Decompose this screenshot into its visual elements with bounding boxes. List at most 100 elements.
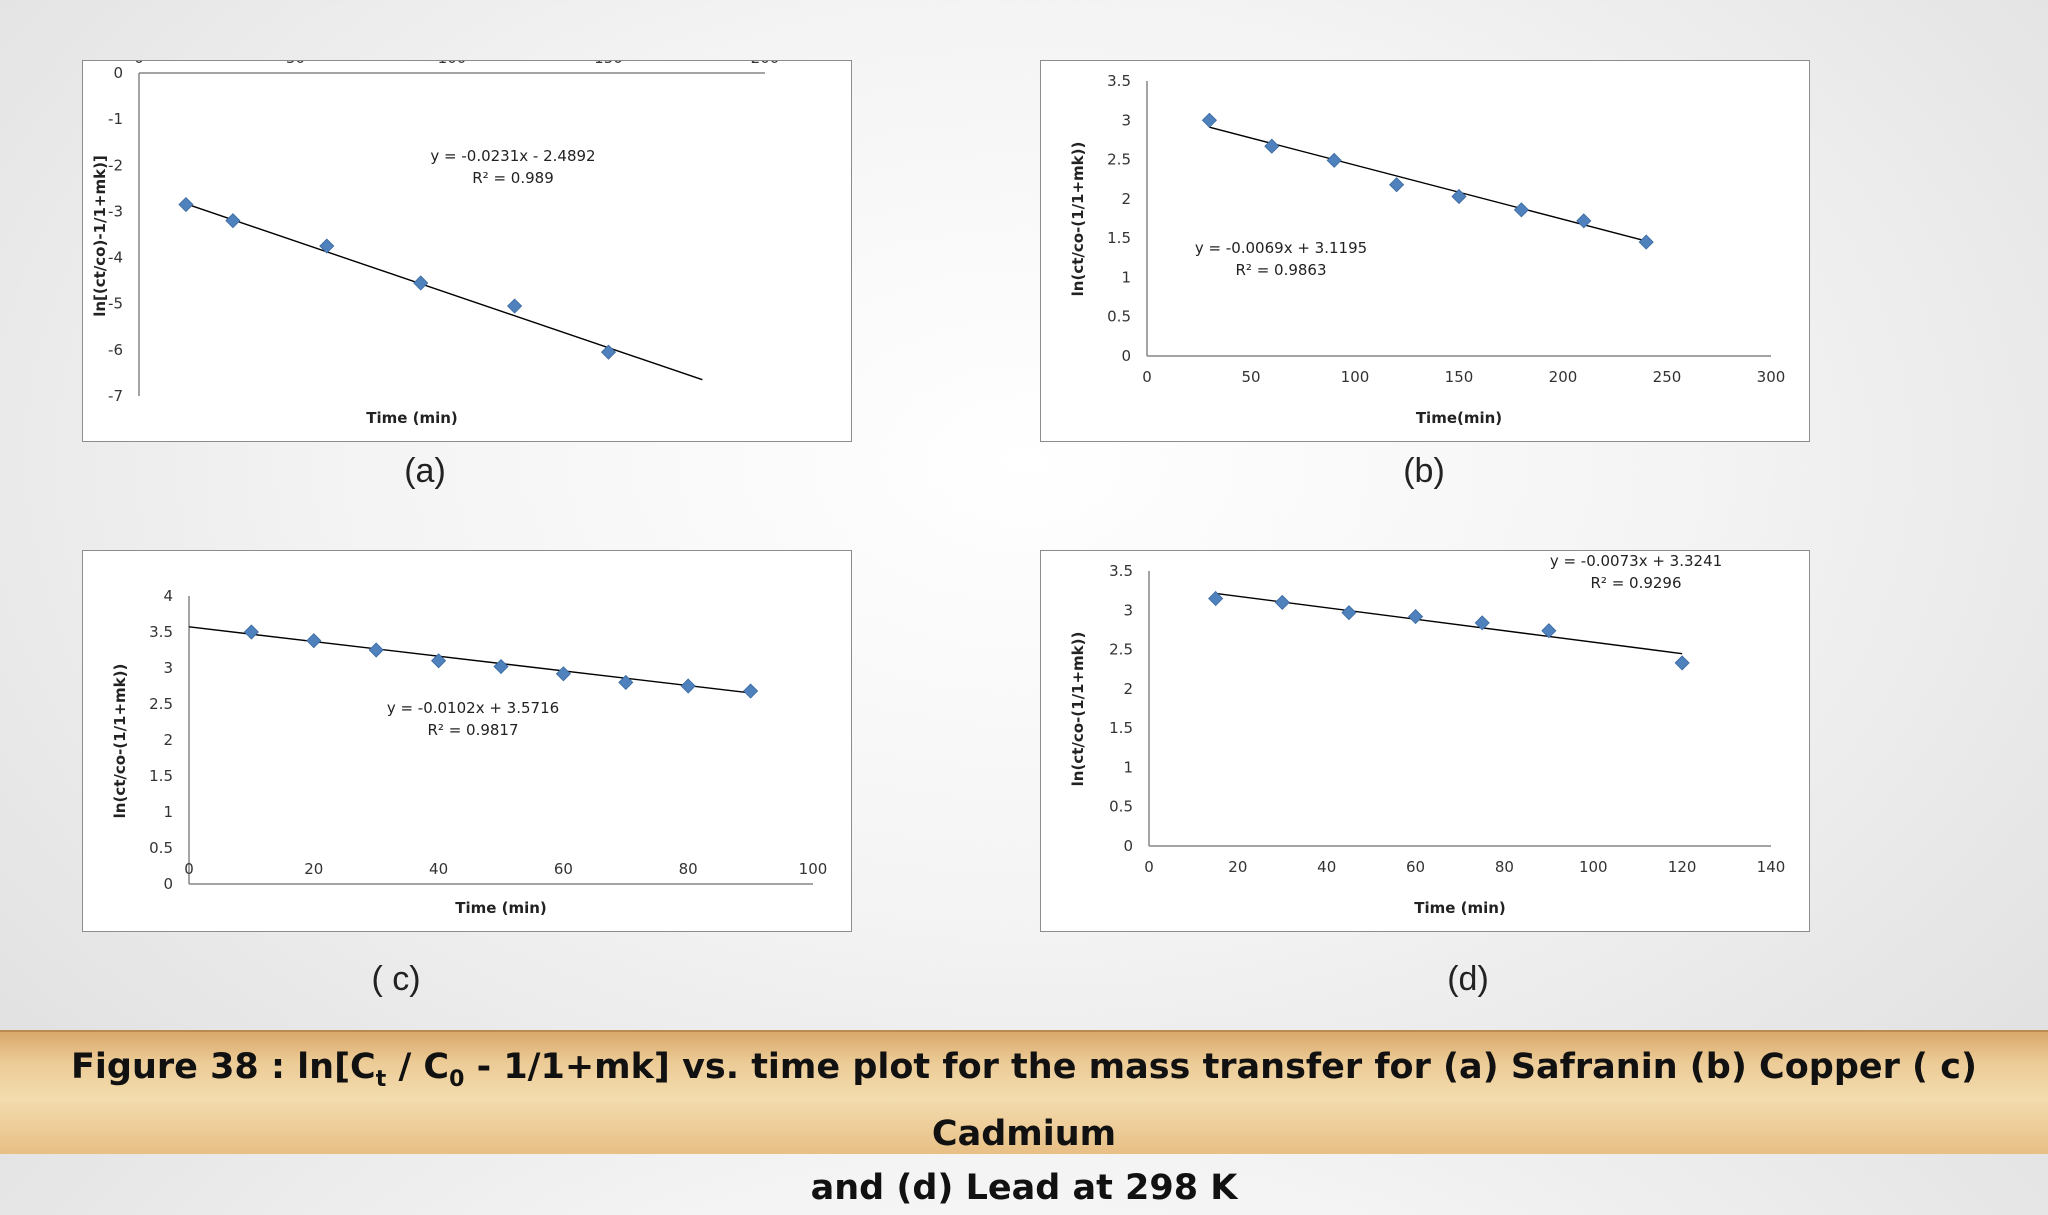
- y-tick-label: -6: [108, 341, 123, 359]
- y-tick-label: 3.5: [1109, 562, 1133, 580]
- x-tick-label: 300: [1757, 368, 1786, 386]
- figure-caption: Figure 38 : ln[Ct / C0 - 1/1+mk] vs. tim…: [0, 1040, 2048, 1215]
- y-tick-label: 3: [163, 659, 173, 677]
- trendline: [185, 203, 703, 381]
- data-point: [178, 196, 194, 213]
- data-point: [1674, 655, 1690, 671]
- x-axis-label: Time (min): [455, 899, 547, 917]
- y-tick-label: -3: [108, 202, 123, 220]
- x-tick-label: 100: [1579, 858, 1608, 876]
- caption-a: (a): [404, 452, 446, 490]
- data-point: [618, 674, 634, 690]
- caption-banner: [0, 1030, 2048, 1154]
- figure-caption-mid: / C: [386, 1047, 450, 1087]
- data-point: [1208, 590, 1224, 607]
- x-tick-label: 50: [1241, 368, 1260, 386]
- y-axis-label: ln(ct/co-(1/1+mk)): [1069, 142, 1087, 297]
- data-point: [1576, 213, 1592, 229]
- data-point: [225, 213, 241, 229]
- data-point: [1451, 188, 1467, 205]
- y-tick-label: 1: [163, 803, 173, 821]
- y-tick-label: 2: [163, 731, 173, 749]
- data-point: [680, 678, 696, 694]
- figure-caption-sub-t: t: [375, 1067, 387, 1092]
- x-tick-label: 80: [1495, 858, 1514, 876]
- x-tick-label: 80: [679, 860, 698, 878]
- chart-panel-b: 0 50 100 150 200 250 300 0 0.5 1 1.5 2 2.5 3 3.5 Time(m…: [1040, 60, 1810, 442]
- caption-d: (d): [1447, 960, 1489, 998]
- r-squared-label: R² = 0.9863: [1235, 261, 1326, 279]
- x-tick-label: 200: [1549, 368, 1578, 386]
- y-tick-label: 0: [163, 875, 173, 893]
- data-point: [1513, 202, 1529, 218]
- data-point: [555, 666, 571, 682]
- y-axis-label: ln(ct/co-(1/1+mk)): [1069, 632, 1087, 787]
- r-squared-label: R² = 0.9296: [1590, 574, 1681, 592]
- x-tick-label: 250: [1653, 368, 1682, 386]
- y-tick-label: 1.5: [1109, 719, 1133, 737]
- y-tick-label: -2: [108, 156, 123, 174]
- data-point: [243, 624, 259, 640]
- data-point: [1274, 594, 1290, 610]
- x-tick-label: 0: [1142, 368, 1152, 386]
- x-tick-label: 20: [1228, 858, 1247, 876]
- chart-panel-d: 0 20 40 60 80 100 120 140 0 0.5 1 1.5 2 2.5 3 3.5 Time (…: [1040, 550, 1810, 932]
- data-point: [368, 642, 384, 658]
- y-tick-label: 3.5: [149, 623, 173, 641]
- x-tick-label: 40: [1317, 858, 1336, 876]
- y-tick-label: 2.5: [1107, 151, 1131, 169]
- trendline: [188, 626, 751, 694]
- data-point: [431, 653, 447, 669]
- regression-equation: y = -0.0069x + 3.1195: [1195, 239, 1367, 257]
- x-tick-label: 120: [1668, 858, 1697, 876]
- data-point: [1264, 138, 1280, 154]
- data-point: [507, 298, 523, 314]
- x-tick-label: 200: [751, 61, 780, 67]
- x-tick-label: 60: [1406, 858, 1425, 876]
- data-point: [1341, 605, 1357, 621]
- regression-equation: y = -0.0231x - 2.4892: [430, 147, 595, 165]
- y-tick-label: 1.5: [1107, 229, 1131, 247]
- regression-equation: y = -0.0102x + 3.5716: [387, 699, 559, 717]
- y-tick-label: -7: [108, 387, 123, 405]
- x-tick-label: 20: [304, 860, 323, 878]
- y-tick-label: 1: [1123, 758, 1133, 776]
- regression-equation: y = -0.0073x + 3.3241: [1550, 552, 1722, 570]
- y-tick-label: -1: [108, 110, 123, 128]
- y-tick-label: 2: [1123, 680, 1133, 698]
- x-axis-label: Time (min): [366, 409, 458, 427]
- chart-panel-a: 0 50 100 150 200 0 -1 -2 -3 -4 -5 -6 -7 Time (min) ln[…: [82, 60, 852, 442]
- y-tick-label: 0.5: [1109, 798, 1133, 816]
- data-point: [1408, 609, 1424, 625]
- x-tick-label: 0: [134, 61, 144, 67]
- data-point: [1389, 177, 1405, 193]
- y-tick-label: 3.5: [1107, 72, 1131, 90]
- data-point: [1638, 234, 1654, 250]
- figure-caption-prefix: Figure 38 : ln[C: [71, 1047, 376, 1087]
- chart-svg-c: 0 20 40 60 80 100 0 0.5 1 1.5 2 2.5 3 3.5 4 Time (min) l…: [111, 587, 828, 917]
- x-tick-label: 0: [184, 860, 194, 878]
- data-point: [306, 633, 322, 649]
- data-point: [493, 658, 509, 675]
- x-axis-label: Time(min): [1416, 409, 1502, 427]
- y-tick-label: 2.5: [1109, 641, 1133, 659]
- x-tick-label: 140: [1757, 858, 1786, 876]
- y-tick-label: 3: [1123, 601, 1133, 619]
- trendline: [1209, 126, 1647, 242]
- x-tick-label: 100: [438, 61, 467, 67]
- data-point: [319, 238, 335, 254]
- x-tick-label: 50: [286, 61, 305, 67]
- x-tick-label: 150: [1445, 368, 1474, 386]
- data-point: [600, 344, 617, 360]
- figure-caption-rest: - 1/1+mk] vs. time plot for the mass tra…: [464, 1047, 1977, 1154]
- y-tick-label: 0: [113, 64, 123, 82]
- x-tick-label: 100: [799, 860, 828, 878]
- x-tick-label: 100: [1341, 368, 1370, 386]
- y-axis-label: ln[(ct/co)-1/1+mk)]: [91, 155, 109, 317]
- y-tick-label: 0.5: [149, 839, 173, 857]
- y-tick-label: 0.5: [1107, 308, 1131, 326]
- y-tick-label: -4: [108, 249, 123, 267]
- x-tick-label: 0: [1144, 858, 1154, 876]
- y-tick-label: 1: [1121, 268, 1131, 286]
- chart-svg-a: 0 50 100 150 200 0 -1 -2 -3 -4 -5 -6 -7 Time (min) ln[…: [91, 61, 780, 427]
